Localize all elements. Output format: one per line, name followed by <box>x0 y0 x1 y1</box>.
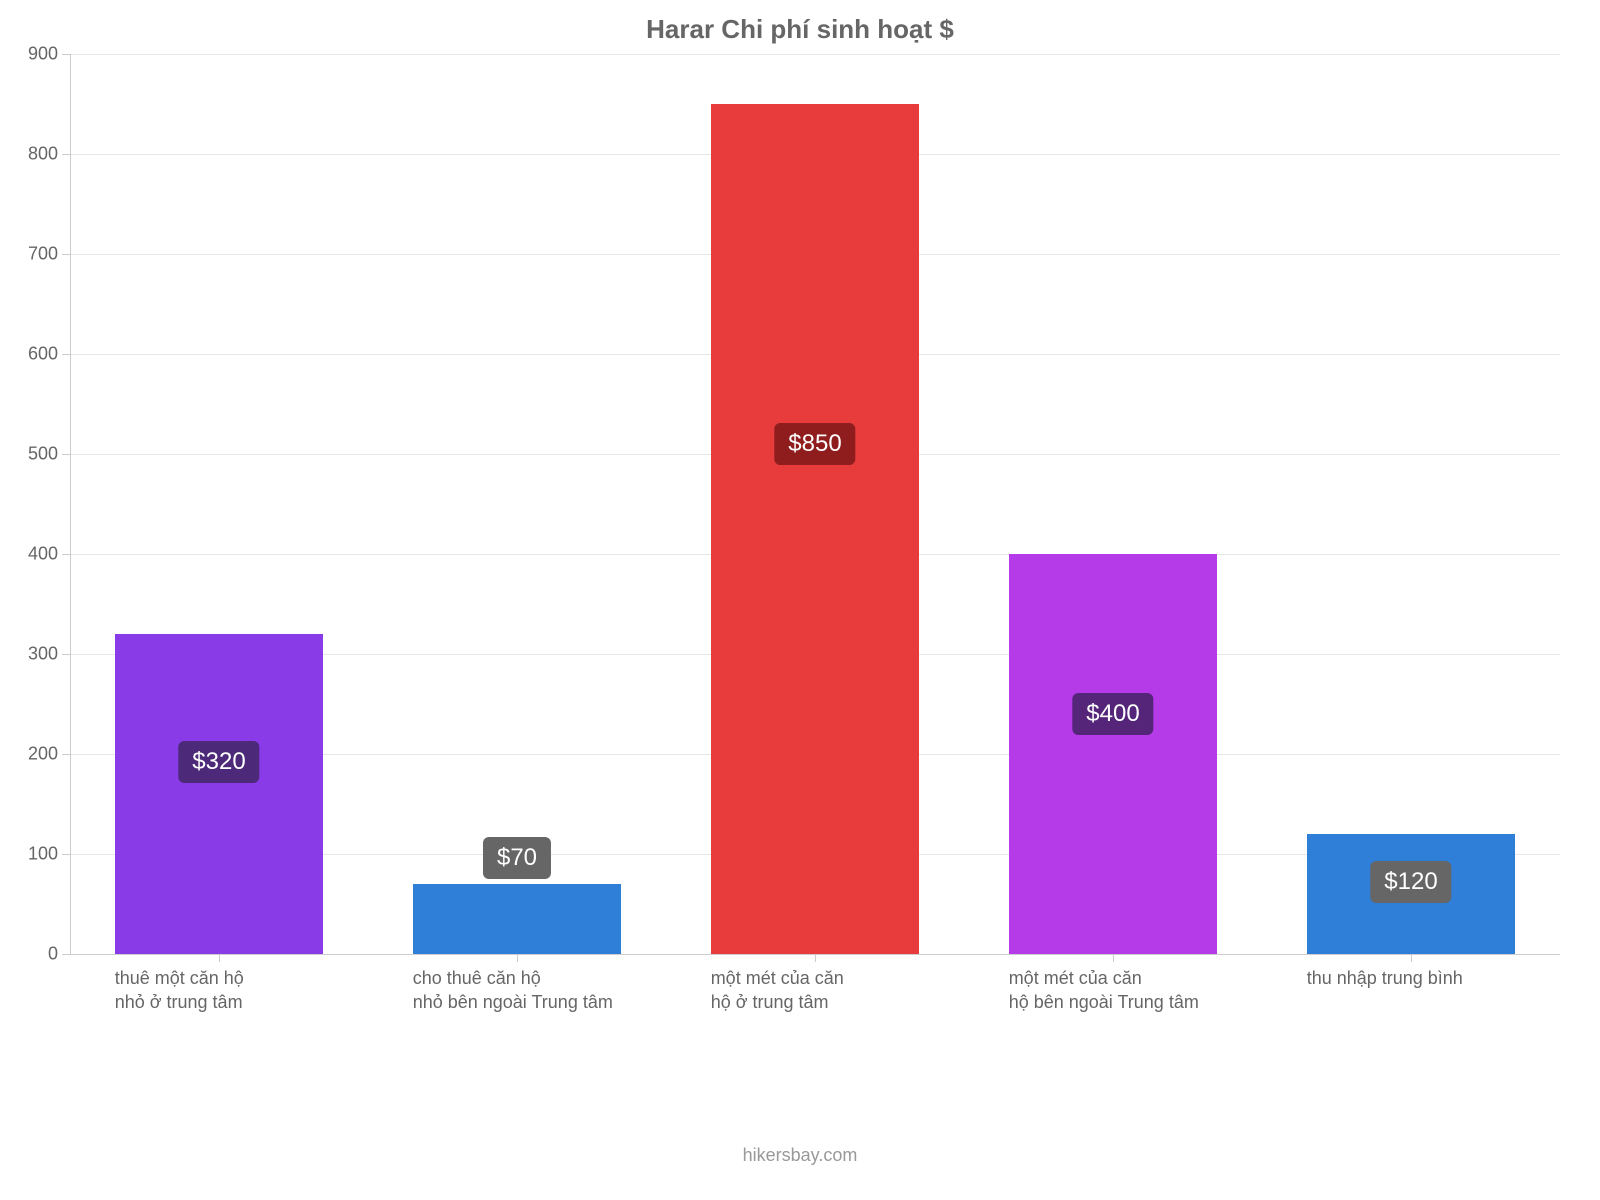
xtick-mark <box>1113 954 1114 962</box>
ytick-mark <box>62 954 70 955</box>
value-label: $400 <box>1072 693 1153 735</box>
ytick-label: 300 <box>28 644 58 665</box>
value-label: $70 <box>483 837 551 879</box>
ytick-label: 600 <box>28 344 58 365</box>
ytick-mark <box>62 354 70 355</box>
y-axis <box>70 54 71 954</box>
ytick-label: 500 <box>28 444 58 465</box>
category-label: thu nhập trung bình <box>1307 966 1600 990</box>
ytick-label: 400 <box>28 544 58 565</box>
xtick-mark <box>815 954 816 962</box>
bar <box>1009 554 1218 954</box>
xtick-mark <box>1411 954 1412 962</box>
category-label: một mét của căn hộ bên ngoài Trung tâm <box>1009 966 1307 1015</box>
ytick-mark <box>62 854 70 855</box>
chart-title: Harar Chi phí sinh hoạt $ <box>0 14 1600 45</box>
value-label: $850 <box>774 423 855 465</box>
xtick-mark <box>219 954 220 962</box>
bar <box>115 634 324 954</box>
chart-container: Harar Chi phí sinh hoạt $ 01002003004005… <box>0 0 1600 1200</box>
bar <box>711 104 920 954</box>
ytick-mark <box>62 54 70 55</box>
chart-footer: hikersbay.com <box>0 1145 1600 1166</box>
gridline <box>70 54 1560 55</box>
plot-area: 0100200300400500600700800900$320thuê một… <box>70 54 1560 954</box>
ytick-mark <box>62 154 70 155</box>
ytick-label: 0 <box>48 944 58 965</box>
ytick-mark <box>62 254 70 255</box>
category-label: một mét của căn hộ ở trung tâm <box>711 966 1009 1015</box>
ytick-mark <box>62 554 70 555</box>
ytick-mark <box>62 454 70 455</box>
value-label: $120 <box>1370 861 1451 903</box>
ytick-label: 100 <box>28 844 58 865</box>
value-label: $320 <box>178 741 259 783</box>
ytick-label: 900 <box>28 44 58 65</box>
ytick-label: 700 <box>28 244 58 265</box>
category-label: cho thuê căn hộ nhỏ bên ngoài Trung tâm <box>413 966 711 1015</box>
ytick-mark <box>62 654 70 655</box>
ytick-mark <box>62 754 70 755</box>
ytick-label: 200 <box>28 744 58 765</box>
xtick-mark <box>517 954 518 962</box>
category-label: thuê một căn hộ nhỏ ở trung tâm <box>115 966 413 1015</box>
bar <box>413 884 622 954</box>
ytick-label: 800 <box>28 144 58 165</box>
